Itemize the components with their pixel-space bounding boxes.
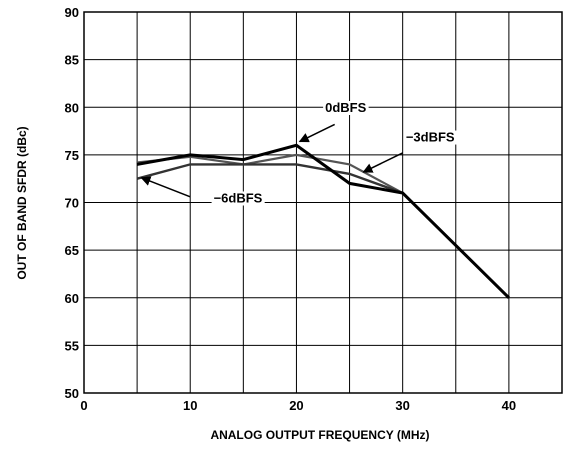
annotation-arrow-3dbfs bbox=[362, 152, 403, 173]
annotation-3dbfs: −3dBFS bbox=[406, 130, 455, 145]
series-lines bbox=[136, 143, 510, 299]
tick-labels: 50 55 60 65 70 75 80 85 90 0 10 20 30 40 bbox=[65, 5, 517, 413]
x-tick-label: 10 bbox=[183, 398, 197, 413]
x-tick-label: 0 bbox=[80, 398, 87, 413]
y-tick-label: 80 bbox=[65, 100, 79, 115]
y-tick-label: 85 bbox=[65, 53, 79, 68]
y-tick-label: 90 bbox=[65, 5, 79, 20]
annotation-bg-0dbfs bbox=[323, 101, 369, 116]
x-tick-label: 30 bbox=[395, 398, 409, 413]
annotation-bg-3dbfs bbox=[403, 130, 457, 145]
annotation-6dbfs: −6dBFS bbox=[214, 191, 263, 206]
y-axis-label: OUT OF BAND SFDR (dBc) bbox=[15, 126, 29, 279]
annotation-arrow-6dbfs bbox=[140, 176, 191, 198]
y-tick-label: 65 bbox=[65, 243, 79, 258]
annotations: 0dBFS −3dBFS −6dBFS bbox=[140, 100, 457, 206]
annotation-arrow-0dbfs bbox=[298, 123, 336, 143]
y-tick-label: 70 bbox=[65, 196, 79, 211]
y-tick-label: 75 bbox=[65, 148, 79, 163]
series-line-0dbfs bbox=[136, 143, 510, 299]
annotation-bg-6dbfs bbox=[211, 191, 265, 206]
x-tick-label: 40 bbox=[502, 398, 516, 413]
plot-frame bbox=[83, 11, 563, 394]
x-axis-label: ANALOG OUTPUT FREQUENCY (MHz) bbox=[210, 428, 429, 442]
annotation-0dbfs: 0dBFS bbox=[325, 100, 367, 115]
y-tick-label: 50 bbox=[65, 386, 79, 401]
y-tick-label: 60 bbox=[65, 291, 79, 306]
x-tick-label: 20 bbox=[289, 398, 303, 413]
y-tick-label: 55 bbox=[65, 338, 79, 353]
